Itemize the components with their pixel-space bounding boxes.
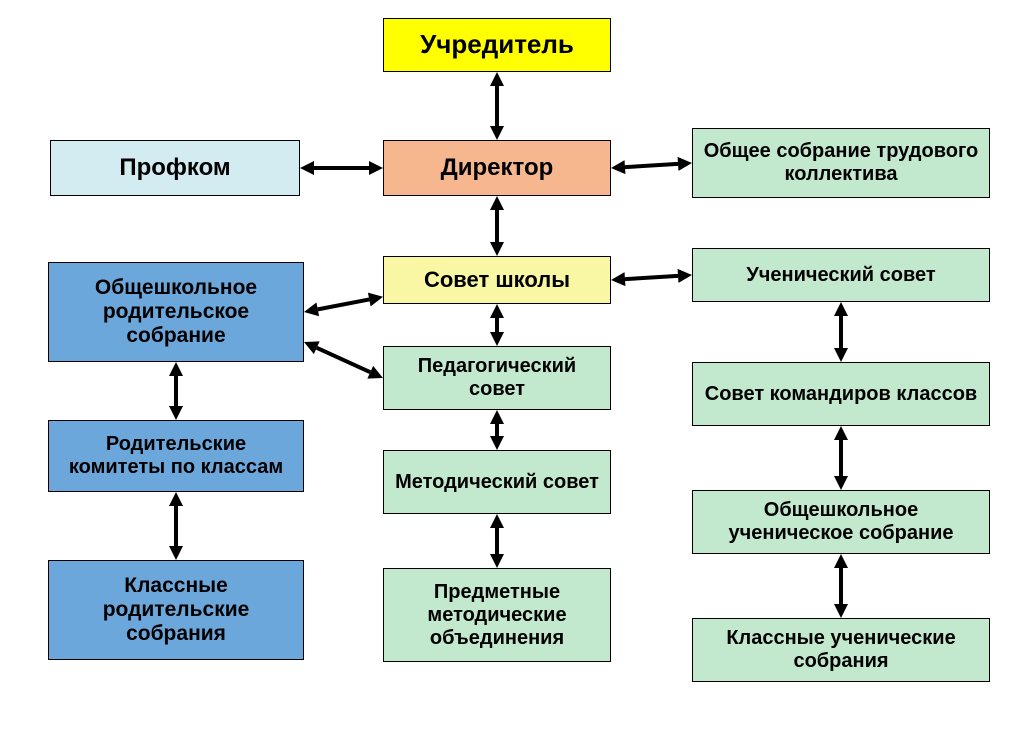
edge-director-obshee_sobr bbox=[625, 164, 678, 167]
node-sovet_kom: Совет командиров классов bbox=[692, 362, 990, 426]
node-label: Совет школы bbox=[424, 267, 570, 292]
node-label: Общее собрание трудового коллектива bbox=[699, 140, 983, 186]
node-label: Родительские комитеты по классам bbox=[55, 433, 297, 479]
node-obshee_sobr: Общее собрание трудового коллектива bbox=[692, 128, 990, 198]
node-label: Педагогический совет bbox=[390, 355, 604, 401]
edge-rod_sobr-sovet_shkoly bbox=[318, 299, 370, 309]
node-met_sovet: Методический совет bbox=[383, 450, 611, 514]
edge-rod_sobr-ped_sovet bbox=[317, 348, 371, 372]
node-rod_kom: Родительские комитеты по классам bbox=[48, 420, 304, 492]
node-ped_sovet: Педагогический совет bbox=[383, 346, 611, 410]
node-label: Классные родительские собрания bbox=[55, 574, 297, 646]
node-director: Директор bbox=[383, 140, 611, 196]
node-label: Методический совет bbox=[395, 471, 599, 494]
node-klass_uch: Классные ученические собрания bbox=[692, 618, 990, 682]
node-uch_sovet: Ученический совет bbox=[692, 248, 990, 302]
node-profkom: Профком bbox=[50, 140, 300, 196]
node-label: Общешкольное ученическое собрание bbox=[699, 499, 983, 545]
node-label: Учредитель bbox=[420, 30, 574, 60]
node-label: Общешкольное родительское собрание bbox=[55, 276, 297, 348]
node-label: Директор bbox=[441, 154, 554, 182]
node-obsh_uch: Общешкольное ученическое собрание bbox=[692, 490, 990, 554]
node-label: Профком bbox=[119, 154, 230, 182]
node-label: Совет командиров классов bbox=[705, 383, 977, 406]
node-label: Предметные методические объединения bbox=[390, 581, 604, 650]
org-chart-canvas: Учредитель Профком Директор Общее собрание … bbox=[0, 0, 1024, 737]
node-rod_sobr: Общешкольное родительское собрание bbox=[48, 262, 304, 362]
edge-sovet_shkoly-uch_sovet bbox=[625, 276, 678, 279]
node-klass_rod: Классные родительские собрания bbox=[48, 560, 304, 660]
node-sovet_shkoly: Совет школы bbox=[383, 256, 611, 304]
node-label: Классные ученические собрания bbox=[699, 627, 983, 673]
node-uchreditel: Учредитель bbox=[383, 18, 611, 72]
node-pred_met: Предметные методические объединения bbox=[383, 568, 611, 662]
node-label: Ученический совет bbox=[746, 264, 935, 287]
